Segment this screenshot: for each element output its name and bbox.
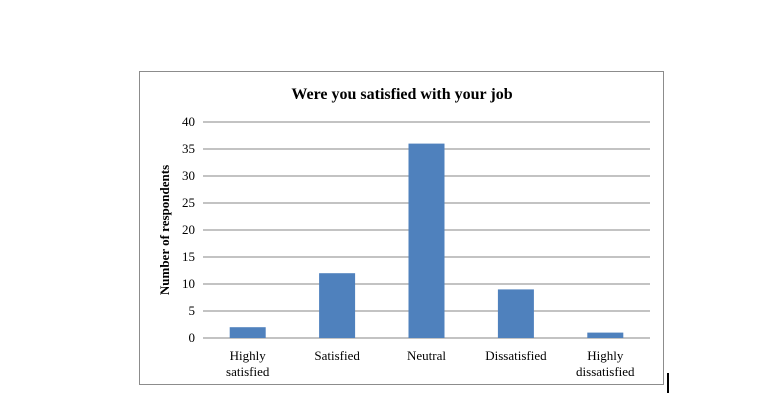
y-tick-label: 20 — [182, 222, 195, 237]
y-tick-labels: 0 5 10 15 20 25 30 35 40 — [182, 114, 195, 345]
y-axis-label: Number of respondents — [157, 165, 172, 295]
text-cursor — [667, 373, 669, 393]
bar-highly-dissatisfied — [587, 332, 624, 338]
bars — [229, 143, 624, 338]
y-tick-label: 5 — [189, 303, 196, 318]
y-tick-label: 40 — [182, 114, 195, 129]
bar-dissatisfied — [497, 289, 534, 338]
chart-title: Were you satisfied with your job — [291, 86, 512, 103]
chart-frame: Were you satisfied with your job Number … — [139, 71, 664, 385]
y-tick-label: 25 — [182, 195, 195, 210]
y-tick-label: 0 — [189, 330, 196, 345]
y-tick-label: 10 — [182, 276, 195, 291]
x-category-label-satisfied: Satisfied — [314, 348, 360, 363]
x-category-label-highly-satisfied: Highly satisfied — [226, 348, 270, 379]
x-category-label-dissatisfied: Dissatisfied — [485, 348, 547, 363]
y-tick-label: 30 — [182, 168, 195, 183]
y-tick-label: 35 — [182, 141, 195, 156]
y-tick-label: 15 — [182, 249, 195, 264]
x-category-label-neutral: Neutral — [407, 348, 446, 363]
bar-highly-satisfied — [229, 327, 266, 338]
x-category-label-highly-dissatisfied: Highly dissatisfied — [576, 348, 635, 379]
bar-satisfied — [319, 273, 356, 338]
bar-neutral — [408, 143, 445, 338]
x-category-labels: Highly satisfied Satisfied Neutral Dissatisf… — [226, 348, 635, 379]
bar-chart: Were you satisfied with your job Number … — [157, 86, 650, 379]
